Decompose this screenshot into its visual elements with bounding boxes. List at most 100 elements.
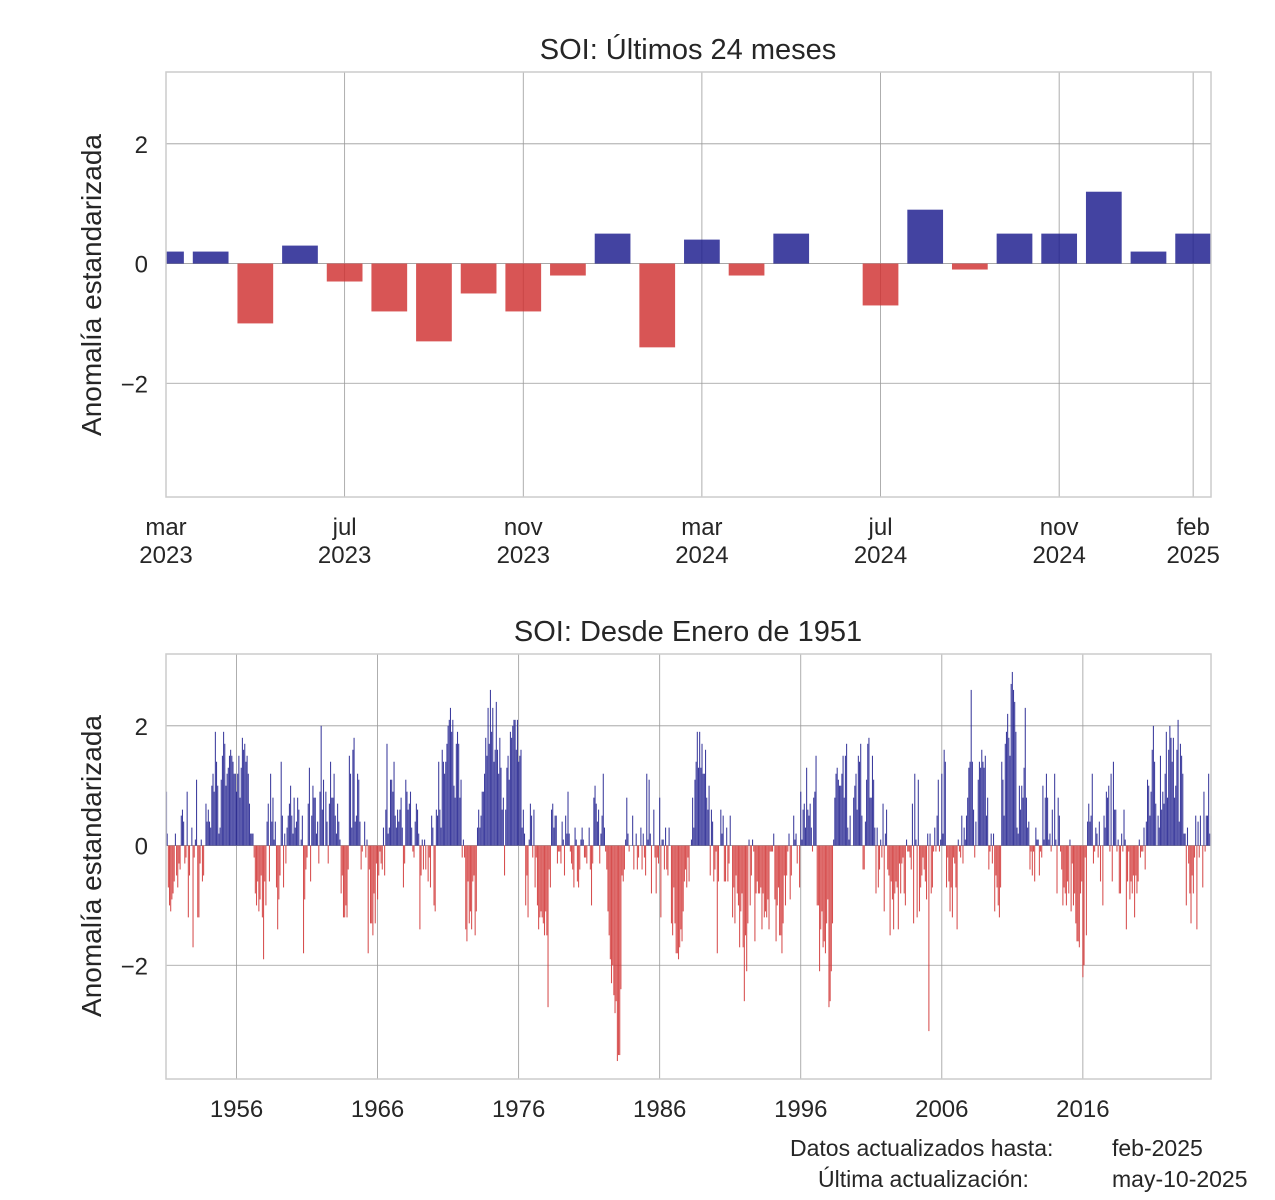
bar [554,815,556,846]
bar [913,845,915,924]
bar [1158,827,1160,846]
bar [539,845,541,918]
bar [206,821,208,846]
bar [1198,845,1200,858]
bar [1028,821,1030,846]
bar [659,797,661,846]
bar [505,263,542,312]
bar [690,839,692,846]
bar [750,845,752,876]
bar [321,809,323,846]
bar [768,845,770,930]
bar [1143,827,1145,846]
bar [445,761,447,846]
y-tick-label: −2 [121,953,148,980]
bar [575,839,577,846]
bar [1040,845,1042,852]
x-tick-label-year: 2024 [854,542,907,569]
bar [834,797,836,846]
bar [794,839,796,846]
bar [843,797,845,846]
bar [176,845,178,876]
bar [666,845,668,870]
bar [286,827,288,846]
bar [1011,671,1013,846]
bar [513,719,515,846]
bar [715,845,717,852]
bar [327,845,329,864]
bar [1182,773,1184,846]
bar [962,845,964,864]
bar [339,839,341,846]
bar [355,815,357,846]
bar [529,803,531,846]
bar [1043,839,1045,846]
bar [314,797,316,846]
bar [983,767,985,846]
bar [199,845,201,864]
bar [601,815,603,846]
bar [1149,815,1151,846]
bar [335,833,337,846]
bar [991,845,993,864]
footer-updated-value-box: feb-2025 [1112,1135,1203,1162]
bar [1199,815,1201,846]
chart-title-bottom: SOI: Desde Enero de 1951 [514,616,862,648]
bar [723,845,725,882]
bar [595,803,597,846]
bar [265,845,267,906]
bar [441,749,443,846]
bar [446,743,448,846]
bar [218,833,220,846]
bar [752,839,754,846]
bar [1116,845,1118,852]
bar [379,845,381,852]
bar [295,821,298,846]
bar [1069,839,1071,846]
bar [662,839,664,846]
bar [936,815,938,846]
bar [717,845,720,882]
bar [227,767,229,846]
bar [921,845,923,876]
bar [358,779,360,846]
bar [518,761,520,846]
bar [867,743,869,846]
bar [656,845,658,858]
bar [171,845,173,900]
bar [747,845,749,924]
bar [549,845,551,888]
bar [1097,845,1099,858]
bar [880,839,882,846]
bar [297,797,299,846]
bar [419,845,421,930]
bar [893,845,895,930]
bar [675,845,677,954]
bar [319,791,321,846]
bar [1030,845,1032,852]
bar [989,845,991,852]
bar [181,809,183,846]
bar [615,845,617,1002]
bar [787,845,789,852]
bar [506,767,508,846]
bar [975,821,977,846]
bar [502,797,504,846]
bar [937,779,939,846]
bar [654,845,656,858]
bar [904,845,906,906]
bar [434,845,436,912]
bar [1062,845,1064,906]
bar [761,845,763,930]
bar [526,845,528,876]
bar [1209,833,1211,846]
bar [682,845,684,912]
bar [1045,773,1047,846]
bar [418,833,420,846]
bar [793,815,795,846]
bar [241,737,243,846]
bar [957,839,959,846]
bar [473,845,475,876]
bar [733,845,735,888]
bar [1104,827,1106,846]
